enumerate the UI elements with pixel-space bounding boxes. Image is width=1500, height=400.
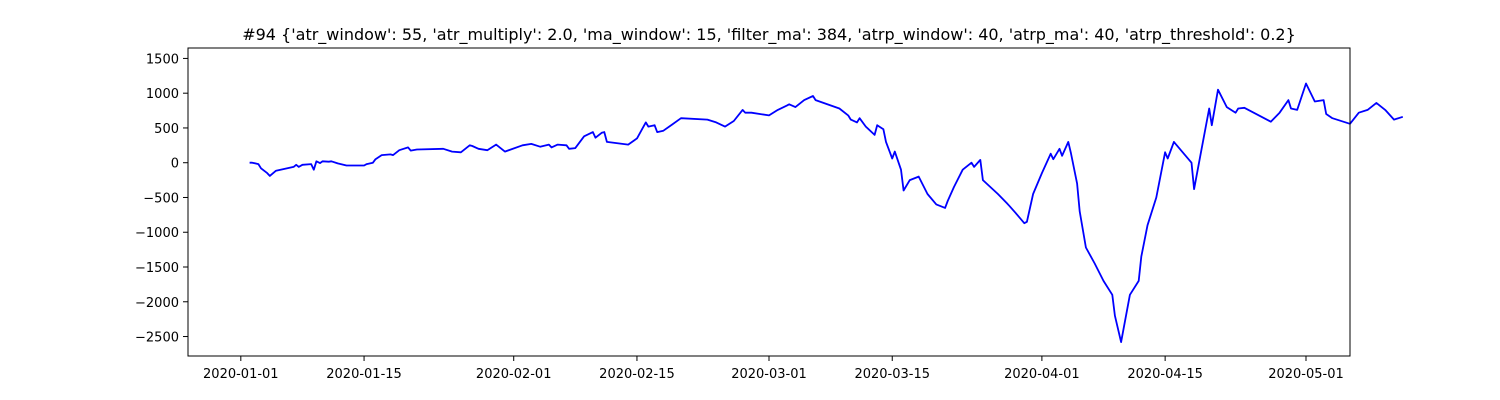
x-axis: 2020-01-01 2020-01-15 2020-02-01 2020-02-15… bbox=[203, 356, 1344, 382]
y-tick-label: 500 bbox=[154, 122, 179, 137]
y-tick-label: −2000 bbox=[135, 296, 179, 311]
y-tick-label: −500 bbox=[143, 191, 179, 206]
y-tick-label: −1500 bbox=[135, 261, 179, 276]
x-tick-label: 2020-02-01 bbox=[476, 367, 552, 382]
chart-title: #94 {'atr_window': 55, 'atr_multiply': 2… bbox=[242, 25, 1296, 45]
plot-area bbox=[249, 82, 1404, 344]
x-tick-label: 2020-04-01 bbox=[1004, 367, 1080, 382]
y-tick-label: 0 bbox=[171, 157, 179, 172]
x-tick-label: 2020-01-01 bbox=[203, 367, 279, 382]
y-tick-label: −1000 bbox=[135, 226, 179, 241]
x-tick-label: 2020-03-01 bbox=[731, 367, 807, 382]
x-tick-label: 2020-05-01 bbox=[1268, 367, 1344, 382]
y-tick-label: 1500 bbox=[146, 52, 179, 67]
x-tick-label: 2020-03-15 bbox=[854, 367, 930, 382]
y-tick-label: −2500 bbox=[135, 331, 179, 346]
x-tick-label: 2020-04-15 bbox=[1127, 367, 1203, 382]
y-axis: −2500 −2000 −1500 −1000 −500 0 500 1000 1500 bbox=[135, 52, 188, 346]
plot-frame bbox=[187, 47, 1351, 357]
x-tick-label: 2020-02-15 bbox=[599, 367, 675, 382]
x-tick-label: 2020-01-15 bbox=[326, 367, 402, 382]
series-line-0 bbox=[249, 82, 1404, 344]
y-tick-label: 1000 bbox=[146, 87, 179, 102]
